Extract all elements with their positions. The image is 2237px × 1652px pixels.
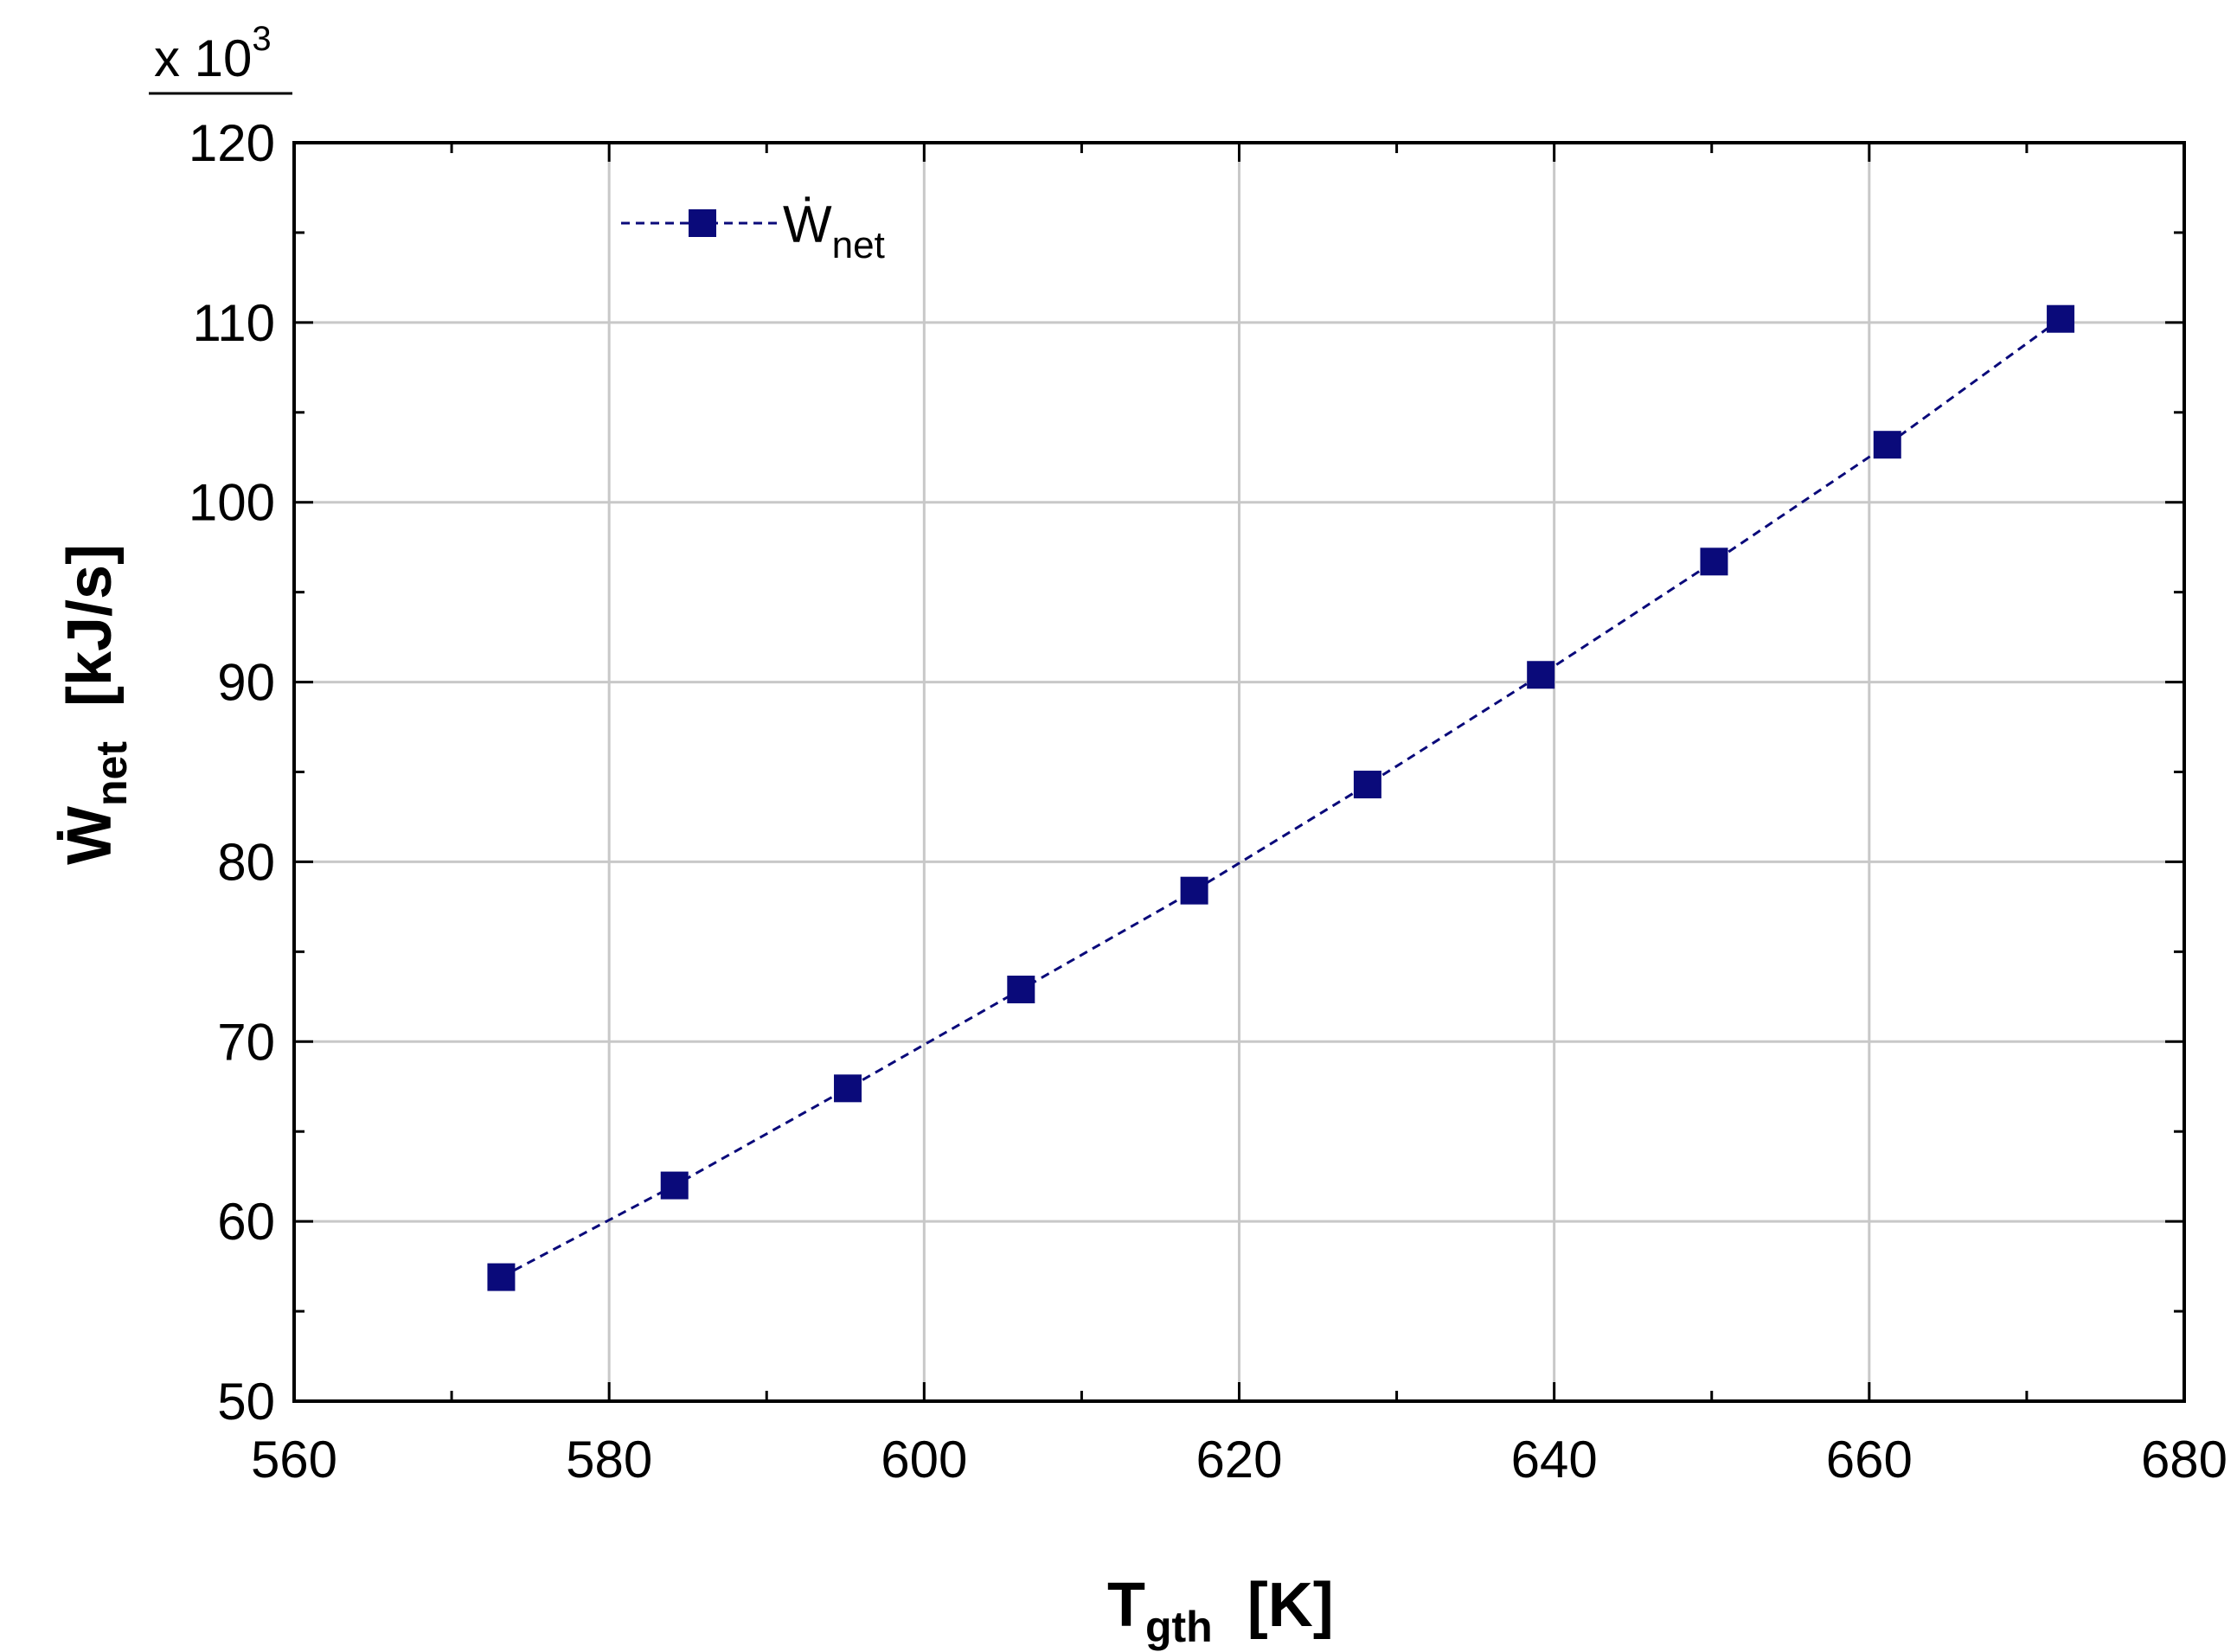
legend-label-base: Ẇ: [783, 195, 832, 253]
y-tick-label: 90: [217, 654, 275, 712]
data-point: [487, 1263, 516, 1291]
data-point: [1007, 976, 1035, 1004]
x-axis-title-base: T: [1107, 1571, 1145, 1640]
legend-label-sub: net: [832, 224, 885, 266]
legend: Ẇnet: [621, 195, 885, 266]
y-axis-title: Ẇnet [kJ/s]: [55, 544, 136, 865]
x-tick-label: 680: [2141, 1431, 2227, 1489]
data-point: [2047, 304, 2075, 333]
x-axis-title: Tgth [K]: [1107, 1571, 1334, 1651]
y-tick-label: 60: [217, 1193, 275, 1251]
y-tick-label: 120: [189, 114, 275, 172]
data-point: [1180, 876, 1208, 905]
y-tick-label: 70: [217, 1013, 275, 1071]
data-point: [1527, 661, 1555, 689]
ticks-layer: 560 580 600 620 640 660 680 50 60 70 80 90 100 110 120: [189, 114, 2227, 1489]
data-point: [834, 1074, 862, 1103]
data-point: [1353, 771, 1381, 799]
data-point: [1873, 431, 1901, 459]
x-axis-title-sub: gth: [1145, 1603, 1213, 1651]
svg-text:x 103: x 103: [154, 20, 272, 87]
legend-marker: [689, 209, 716, 237]
multiplier-exponent: 3: [252, 20, 271, 58]
axis-multiplier: x 103: [149, 20, 292, 95]
series-layer: [487, 304, 2075, 1291]
y-tick-label: 80: [217, 833, 275, 891]
x-tick-label: 560: [251, 1431, 337, 1489]
multiplier-label: x 10: [154, 29, 252, 87]
y-tick-label: 100: [189, 474, 275, 532]
y-tick-label: 50: [217, 1373, 275, 1431]
grid-layer: [294, 143, 2184, 1401]
x-tick-label: 600: [881, 1431, 967, 1489]
y-axis-title-sub: net: [87, 741, 136, 806]
y-axis-title-unit: [kJ/s]: [55, 544, 125, 707]
x-tick-label: 580: [566, 1431, 652, 1489]
y-axis-title-base: Ẇ: [55, 806, 125, 865]
x-tick-label: 660: [1826, 1431, 1913, 1489]
x-axis-title-unit: [K]: [1247, 1571, 1334, 1640]
series-line: [500, 317, 2061, 1278]
x-tick-label: 620: [1195, 1431, 1282, 1489]
data-point: [660, 1171, 689, 1200]
data-point: [1700, 547, 1728, 576]
legend-label: Ẇnet: [783, 195, 885, 266]
x-tick-label: 640: [1511, 1431, 1598, 1489]
y-tick-label: 110: [192, 294, 275, 352]
